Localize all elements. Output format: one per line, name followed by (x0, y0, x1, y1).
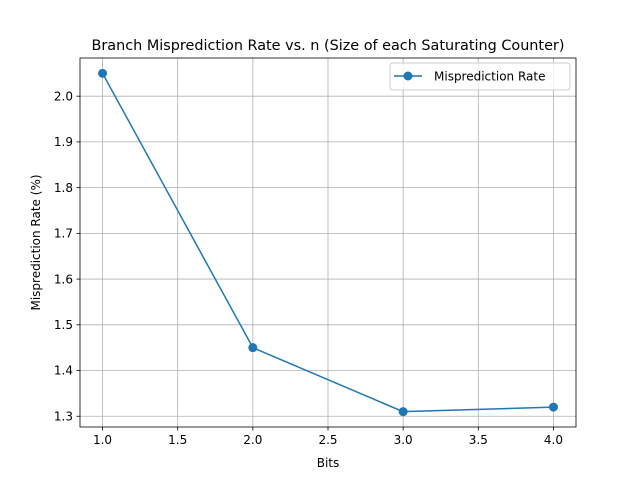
y-tick-label: 1.4 (54, 364, 73, 378)
y-tick-label: 1.8 (54, 181, 73, 195)
x-tick-label: 2.0 (243, 433, 262, 447)
y-tick-label: 1.3 (54, 409, 73, 423)
data-point (548, 402, 558, 412)
legend-label: Misprediction Rate (434, 70, 545, 84)
data-point (398, 407, 408, 417)
y-axis-label: Misprediction Rate (%) (29, 174, 43, 310)
x-tick-label: 1.5 (168, 433, 187, 447)
plot-area (98, 68, 558, 417)
x-axis-ticks: 1.0 1.5 2.0 2.5 3.0 3.5 4.0 (93, 427, 563, 447)
legend-box (389, 62, 571, 91)
y-tick-label: 1.7 (54, 227, 73, 241)
y-tick-label: 1.6 (54, 272, 73, 286)
data-point (98, 68, 108, 78)
chart-title: Branch Misprediction Rate vs. n (Size of… (92, 38, 565, 54)
data-point (248, 343, 258, 353)
x-axis-label: Bits (317, 456, 340, 470)
grid (80, 58, 576, 427)
y-axis-ticks: 1.3 1.4 1.5 1.6 1.7 1.8 1.9 2.0 (54, 89, 80, 423)
series-line (101, 72, 554, 413)
legend: Misprediction Rate (389, 62, 571, 91)
legend-marker-swatch (403, 71, 413, 81)
x-tick-label: 3.0 (394, 433, 413, 447)
x-tick-label: 4.0 (544, 433, 563, 447)
y-tick-label: 1.5 (54, 318, 73, 332)
x-tick-label: 2.5 (318, 433, 337, 447)
y-tick-label: 2.0 (54, 89, 73, 103)
x-tick-label: 1.0 (93, 433, 112, 447)
y-tick-label: 1.9 (54, 135, 73, 149)
x-tick-label: 3.5 (469, 433, 488, 447)
